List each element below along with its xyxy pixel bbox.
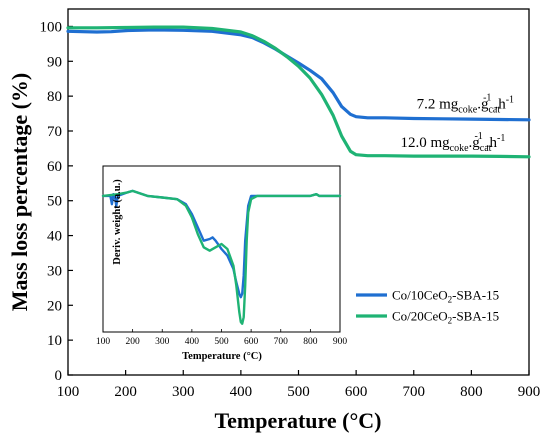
coke-rate-annotations: 7.2 mgcoke.gcat-1 .h-1 12.0 mgcoke.gcat-1.…: [400, 92, 514, 154]
inset-x-tick-label: 500: [214, 337, 229, 347]
x-tick-label: 200: [114, 384, 137, 400]
x-tick-label: 900: [518, 384, 541, 400]
x-tick-label: 700: [403, 384, 426, 400]
x-tick-label: 800: [460, 384, 483, 400]
y-tick-label: 100: [40, 19, 63, 35]
inset-axis-ticks: 100 200 300 400 500 600 700 800 900: [96, 329, 348, 347]
inset-series-line-2: [101, 189, 342, 325]
y-tick-label: 40: [47, 229, 62, 245]
y-tick-label: 0: [55, 368, 63, 384]
main-series-lines: [66, 25, 531, 159]
x-tick-label: 500: [287, 384, 310, 400]
inset-x-tick-label: 900: [333, 337, 348, 347]
inset-x-tick-label: 600: [244, 337, 259, 347]
y-tick-label: 90: [47, 54, 62, 70]
coke-rate-annotation: 7.2 mgcoke.gcat-1 .h-1: [417, 92, 514, 115]
series-line-1: [66, 28, 531, 122]
x-axis-label: Temperature (°C): [214, 408, 381, 433]
y-tick-label: 50: [47, 194, 62, 210]
x-tick-label: 400: [230, 384, 253, 400]
x-tick-label: 600: [345, 384, 368, 400]
y-axis-label: Mass loss percentage (%): [7, 73, 32, 312]
main-axis-ticks: 100 200 300 400 500 600 700 800 900 0 10 20 30 40 50 60…: [40, 19, 541, 400]
y-tick-label: 10: [47, 333, 62, 349]
series-line-2: [66, 25, 531, 159]
inset-x-tick-label: 300: [155, 337, 170, 347]
coke-rate-annotation: 12.0 mgcoke.gcat-1 .h-1: [400, 131, 505, 154]
y-tick-label: 60: [47, 159, 62, 175]
inset-x-tick-label: 400: [185, 337, 200, 347]
inset-y-axis-label: Deriv. weight (a.u.): [112, 179, 123, 265]
inset-x-axis-label: Temperature (°C): [182, 351, 262, 362]
inset-x-tick-label: 100: [96, 337, 111, 347]
x-tick-label: 100: [57, 384, 80, 400]
inset-x-tick-label: 200: [126, 337, 141, 347]
y-tick-label: 30: [47, 263, 62, 279]
x-tick-label: 300: [172, 384, 195, 400]
legend-label-2: Co/20CeO2-SBA-15: [392, 309, 499, 326]
legend-label-1: Co/10CeO2-SBA-15: [392, 288, 499, 305]
y-tick-label: 20: [47, 298, 62, 314]
inset-x-tick-label: 800: [303, 337, 318, 347]
inset-series-lines: [101, 189, 342, 325]
y-tick-label: 70: [47, 124, 62, 140]
inset-x-tick-label: 700: [274, 337, 289, 347]
legend: Co/10CeO2-SBA-15 Co/20CeO2-SBA-15: [356, 288, 499, 326]
y-tick-label: 80: [47, 89, 62, 105]
